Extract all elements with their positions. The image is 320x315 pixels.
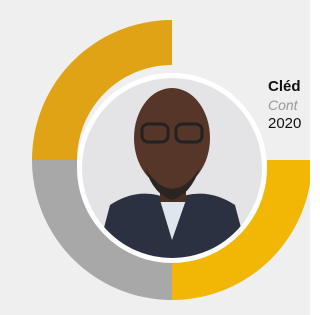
person-role: Cont bbox=[268, 97, 298, 113]
person-year: 2020 bbox=[268, 115, 301, 132]
decor bbox=[0, 0, 310, 315]
profile-card: Cléd Cont 2020 bbox=[0, 0, 310, 315]
person-name: Cléd bbox=[268, 78, 301, 95]
